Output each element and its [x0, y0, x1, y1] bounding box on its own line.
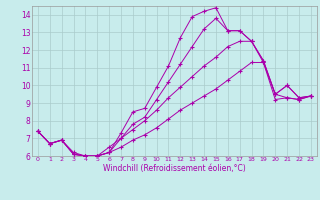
X-axis label: Windchill (Refroidissement éolien,°C): Windchill (Refroidissement éolien,°C) [103, 164, 246, 173]
